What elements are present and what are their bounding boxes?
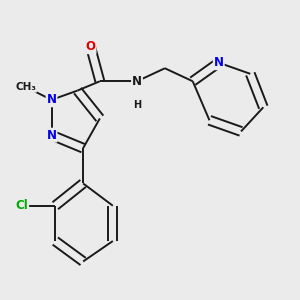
Text: N: N — [46, 93, 56, 106]
Text: N: N — [132, 75, 142, 88]
Text: Cl: Cl — [15, 199, 28, 212]
Text: O: O — [85, 40, 96, 53]
Text: CH₃: CH₃ — [15, 82, 36, 92]
Text: N: N — [46, 129, 56, 142]
Text: H: H — [133, 100, 141, 110]
Text: N: N — [214, 56, 224, 69]
